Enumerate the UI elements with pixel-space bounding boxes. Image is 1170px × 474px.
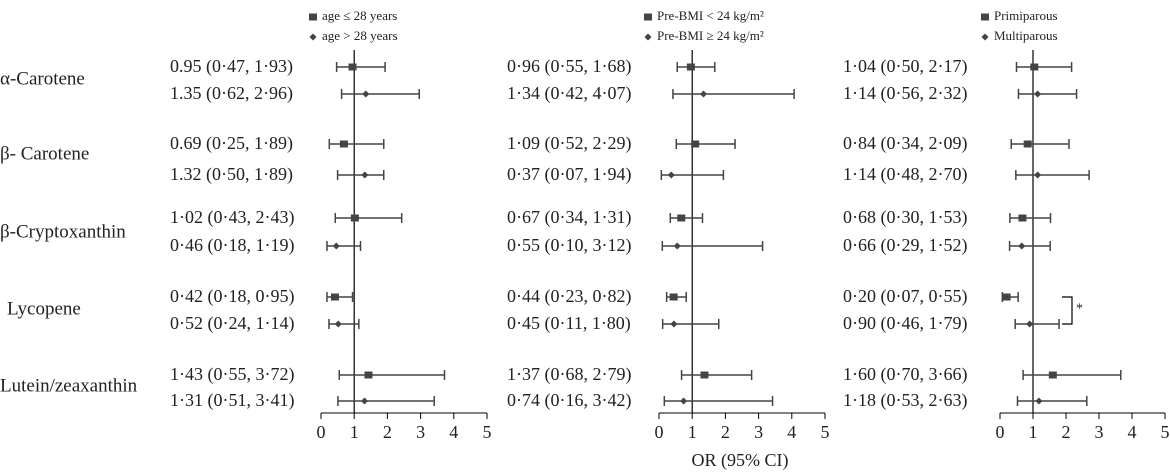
legend-label: Primiparous bbox=[994, 8, 1058, 23]
x-tick-label: 5 bbox=[1161, 422, 1170, 442]
x-tick-label: 3 bbox=[1095, 422, 1104, 442]
value-label: 1.32 (0·50, 1·89) bbox=[170, 164, 293, 185]
value-label: 1·04 (0·50, 2·17) bbox=[843, 56, 967, 77]
value-label: 0·37 (0·07, 1·94) bbox=[507, 164, 631, 185]
legend-label: age ≤ 28 years bbox=[322, 8, 397, 23]
point-marker bbox=[330, 293, 339, 301]
x-tick-label: 0 bbox=[996, 422, 1005, 442]
x-tick-label: 3 bbox=[754, 422, 763, 442]
x-tick-label: 5 bbox=[821, 422, 830, 442]
point-marker bbox=[360, 397, 368, 405]
value-label: 0·84 (0·34, 2·09) bbox=[843, 133, 967, 154]
x-tick-label: 2 bbox=[1062, 422, 1071, 442]
value-label: 0·42 (0·18, 0·95) bbox=[170, 286, 294, 307]
point-marker bbox=[677, 214, 686, 222]
point-marker bbox=[309, 33, 317, 41]
value-label: 0·44 (0·23, 0·82) bbox=[507, 286, 631, 307]
point-marker bbox=[644, 33, 652, 41]
point-marker bbox=[1018, 242, 1026, 250]
x-tick-label: 4 bbox=[1128, 422, 1137, 442]
x-tick-label: 5 bbox=[483, 422, 492, 442]
point-marker bbox=[1002, 293, 1011, 301]
point-marker bbox=[667, 171, 675, 179]
category-label: Lycopene bbox=[7, 298, 81, 319]
value-label: 1·14 (0·56, 2·32) bbox=[843, 83, 967, 104]
value-label: 0·66 (0·29, 1·52) bbox=[843, 235, 967, 256]
point-marker bbox=[339, 140, 348, 148]
point-marker bbox=[350, 214, 359, 222]
value-label: 1·14 (0·48, 2·70) bbox=[843, 164, 967, 185]
point-marker bbox=[1048, 371, 1057, 379]
x-tick-label: 1 bbox=[350, 422, 359, 442]
value-label: 0.69 (0·25, 1·89) bbox=[170, 133, 293, 154]
x-tick-label: 0 bbox=[317, 422, 326, 442]
category-label: β-Cryptoxanthin bbox=[0, 221, 126, 242]
value-label: 1·31 (0·51, 3·41) bbox=[170, 390, 294, 411]
category-label: α-Carotene bbox=[0, 68, 85, 89]
point-marker bbox=[981, 33, 989, 41]
value-label: 0·96 (0·55, 1·68) bbox=[507, 56, 631, 77]
x-tick-label: 0 bbox=[655, 422, 664, 442]
annotation: * bbox=[1076, 302, 1083, 317]
point-marker bbox=[1023, 140, 1032, 148]
value-label: 1·34 (0·42, 4·07) bbox=[507, 83, 631, 104]
value-label: 0·20 (0·07, 0·55) bbox=[843, 286, 967, 307]
point-marker bbox=[1026, 320, 1034, 328]
legend-label: Multiparous bbox=[994, 28, 1058, 43]
value-label: 0·46 (0·18, 1·19) bbox=[170, 235, 294, 256]
legend-label: age > 28 years bbox=[322, 28, 398, 43]
point-marker bbox=[644, 13, 652, 21]
point-marker bbox=[680, 397, 688, 405]
value-label: 1·43 (0·55, 3·72) bbox=[170, 364, 294, 385]
value-label: 0·67 (0·34, 1·31) bbox=[507, 207, 631, 228]
significance-bracket bbox=[1062, 296, 1073, 325]
value-label: 0·74 (0·16, 3·42) bbox=[507, 390, 631, 411]
value-label: 1.35 (0·62, 2·96) bbox=[170, 83, 293, 104]
x-tick-label: 3 bbox=[416, 422, 425, 442]
value-label: 0·68 (0·30, 1·53) bbox=[843, 207, 967, 228]
value-label: 1·60 (0·70, 3·66) bbox=[843, 364, 967, 385]
point-marker bbox=[364, 371, 373, 379]
point-marker bbox=[981, 13, 989, 21]
point-marker bbox=[309, 13, 317, 21]
x-tick-label: 4 bbox=[787, 422, 796, 442]
point-marker bbox=[1035, 397, 1043, 405]
value-label: 0·55 (0·10, 3·12) bbox=[507, 235, 631, 256]
point-marker bbox=[1018, 214, 1027, 222]
point-marker bbox=[348, 63, 357, 71]
point-marker bbox=[700, 371, 709, 379]
point-marker bbox=[361, 171, 369, 179]
x-tick-label: 1 bbox=[1029, 422, 1038, 442]
category-label: β- Carotene bbox=[0, 143, 89, 164]
value-label: 1·02 (0·43, 2·43) bbox=[170, 207, 294, 228]
point-marker bbox=[691, 140, 700, 148]
x-axis-label: OR (95% CI) bbox=[692, 450, 789, 471]
point-marker bbox=[1034, 171, 1042, 179]
x-tick-label: 4 bbox=[449, 422, 458, 442]
x-tick-label: 2 bbox=[383, 422, 392, 442]
x-tick-label: 2 bbox=[721, 422, 730, 442]
value-label: 1·37 (0·68, 2·79) bbox=[507, 364, 631, 385]
point-marker bbox=[670, 320, 678, 328]
legend-label: Pre-BMI < 24 kg/m² bbox=[657, 8, 764, 23]
value-label: 1·18 (0·53, 2·63) bbox=[843, 390, 967, 411]
point-marker bbox=[1034, 90, 1042, 98]
value-label: 1·09 (0·52, 2·29) bbox=[507, 133, 631, 154]
point-marker bbox=[699, 90, 707, 98]
x-tick-label: 1 bbox=[688, 422, 697, 442]
value-label: 0·52 (0·24, 1·14) bbox=[170, 313, 294, 334]
point-marker bbox=[686, 63, 695, 71]
category-label: Lutein/zeaxanthin bbox=[0, 375, 138, 396]
value-label: 0.95 (0·47, 1·93) bbox=[170, 56, 293, 77]
value-label: 0·90 (0·46, 1·79) bbox=[843, 313, 967, 334]
point-marker bbox=[362, 90, 370, 98]
point-marker bbox=[1030, 63, 1039, 71]
point-marker bbox=[669, 293, 678, 301]
point-marker bbox=[334, 320, 342, 328]
point-marker bbox=[673, 242, 681, 250]
legend-label: Pre-BMI ≥ 24 kg/m² bbox=[657, 28, 764, 43]
point-marker bbox=[332, 242, 340, 250]
value-label: 0·45 (0·11, 1·80) bbox=[507, 313, 631, 334]
